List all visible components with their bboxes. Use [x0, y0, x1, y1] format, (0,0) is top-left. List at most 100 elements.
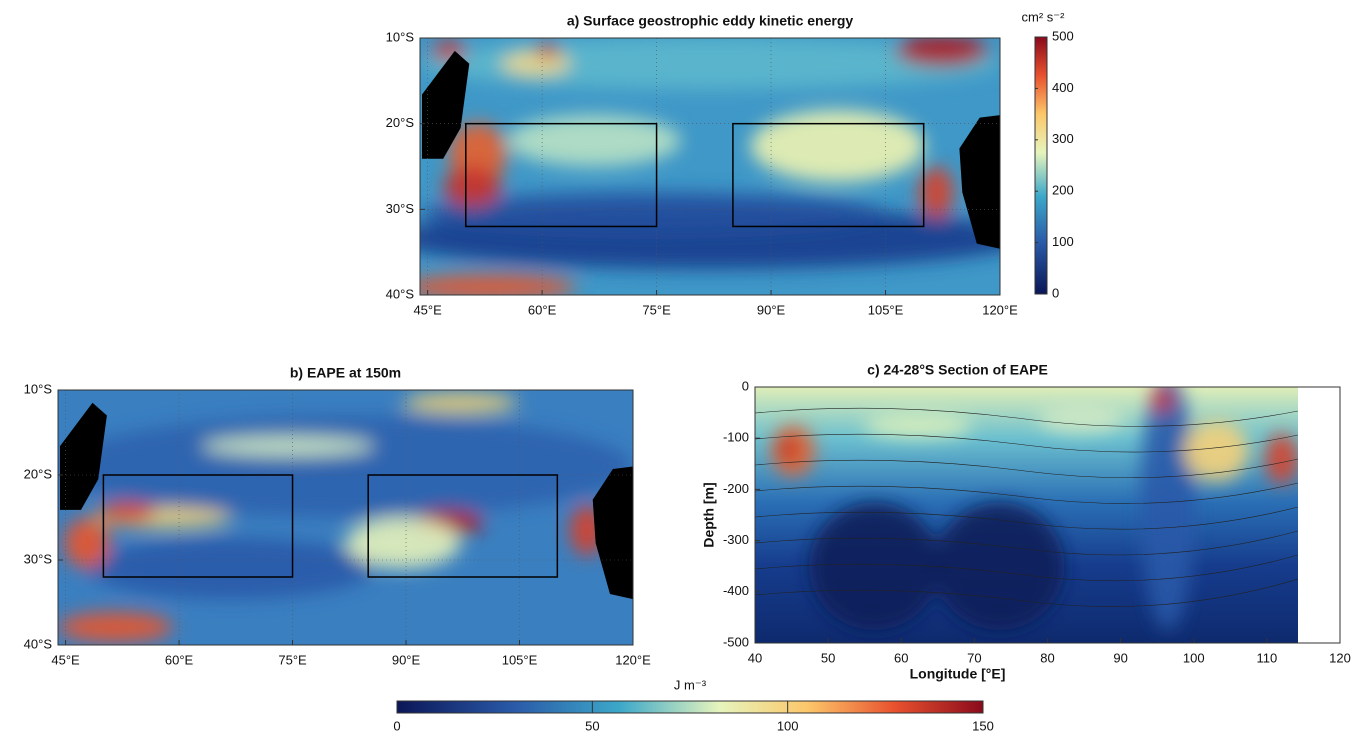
x-tick-label: 60°E [165, 652, 194, 667]
field-blob [1151, 387, 1174, 413]
region-box [367, 474, 559, 578]
field [755, 387, 1298, 643]
x-tick-label: 105°E [868, 302, 904, 317]
y-tick-label: -200 [723, 481, 749, 496]
contour-line [755, 407, 1298, 427]
x-tick-label: 60 [894, 650, 908, 665]
field-blob [934, 502, 1065, 631]
colorbar-label: J m⁻³ [674, 677, 707, 692]
field-blob [895, 38, 989, 67]
y-tick-label: 20°S [386, 115, 415, 130]
x-tick-label: 90 [1113, 650, 1127, 665]
plot-frame [57, 389, 634, 646]
x-tick-label: 45°E [51, 652, 80, 667]
x-tick-label: 105°E [502, 652, 538, 667]
contour-line [755, 578, 1298, 607]
contour-line [755, 554, 1298, 582]
y-tick-label: -400 [723, 583, 749, 598]
x-tick-label: 90°E [392, 652, 421, 667]
region-box [465, 122, 658, 228]
field-blob [1140, 387, 1195, 631]
field-blobs [771, 387, 1298, 631]
x-tick-label: 75°E [278, 652, 307, 667]
field-blob [443, 166, 502, 208]
x-tick-label: 120°E [982, 302, 1018, 317]
x-tick-label: 45°E [413, 302, 442, 317]
field-blob [750, 109, 925, 182]
y-tick-label: 10°S [24, 381, 53, 396]
x-tick-label: 70 [967, 650, 981, 665]
colorbar-tick-label: 500 [1052, 28, 1074, 43]
plot-frame [419, 37, 1001, 296]
field-blob [809, 502, 940, 631]
x-tick-label: 120°E [615, 652, 651, 667]
colorbar-tick-label: 400 [1052, 80, 1074, 95]
y-tick-label: 10°S [386, 29, 415, 44]
x-tick-label: 60°E [528, 302, 557, 317]
contour-line [755, 530, 1298, 556]
field-blob [201, 435, 375, 457]
x-tick-label: 90°E [757, 302, 786, 317]
x-tick-label: 120 [1329, 650, 1351, 665]
y-tick-label: -300 [723, 532, 749, 547]
field-blob [98, 502, 156, 523]
colorbar-tick-label: 150 [972, 718, 994, 733]
field-blob [536, 43, 560, 59]
y-axis-label: Depth [m] [701, 482, 717, 547]
colorbar-label: cm² s⁻² [1022, 9, 1066, 24]
chart-title: b) EAPE at 150m [290, 365, 401, 381]
field-blob [403, 392, 518, 413]
x-tick-label: 50 [821, 650, 835, 665]
y-tick-label: -500 [723, 634, 749, 649]
field-blob [863, 412, 973, 439]
field [420, 38, 1000, 295]
field-blob [501, 50, 571, 77]
field-blob [58, 415, 633, 518]
x-axis-label: Longitude [°E] [910, 666, 1006, 682]
field-blob [507, 115, 681, 167]
region-box [732, 122, 925, 228]
contour-line [755, 458, 1298, 479]
field-blob [1183, 420, 1250, 482]
field-blob [420, 192, 884, 234]
x-tick-label: 80 [1040, 650, 1054, 665]
field-blob [1265, 433, 1298, 485]
field-blob [58, 611, 173, 643]
field-blob [63, 517, 110, 569]
y-tick-label: 30°S [386, 201, 415, 216]
colorbar-tick-label: 50 [585, 718, 599, 733]
field-blob [918, 166, 954, 218]
field-blobs [420, 38, 1000, 295]
land [422, 50, 470, 159]
land [60, 402, 107, 510]
x-tick-label: 110 [1257, 650, 1278, 665]
field-blob [345, 517, 461, 569]
colorbar-tick-label: 0 [1052, 285, 1059, 300]
field [58, 390, 633, 645]
land [959, 115, 1000, 249]
region-box [102, 474, 294, 578]
field-blob [1037, 402, 1125, 434]
y-tick-label: 40°S [24, 636, 53, 651]
field-blob [86, 537, 375, 600]
chart-title: a) Surface geostrophic eddy kinetic ener… [567, 13, 854, 29]
contour-line [755, 506, 1298, 530]
y-tick-label: 20°S [24, 466, 53, 481]
chart-title: c) 24-28°S Section of EAPE [867, 362, 1048, 378]
colorbar [396, 700, 984, 714]
colorbar-tick-label: 100 [777, 718, 799, 733]
field-blob [420, 274, 577, 295]
colorbar [1034, 36, 1048, 295]
colorbar-tick-label: 0 [393, 718, 400, 733]
contour-line [755, 433, 1298, 453]
colorbar-tick-label: 300 [1052, 131, 1074, 146]
land [592, 466, 633, 600]
field-blob [779, 438, 796, 459]
y-tick-label: -100 [723, 430, 749, 445]
contour-line [755, 482, 1298, 504]
y-tick-label: 30°S [24, 551, 53, 566]
field-blobs [58, 392, 633, 643]
x-tick-label: 75°E [642, 302, 671, 317]
y-tick-label: 40°S [386, 286, 415, 301]
y-tick-label: 0 [742, 378, 749, 393]
